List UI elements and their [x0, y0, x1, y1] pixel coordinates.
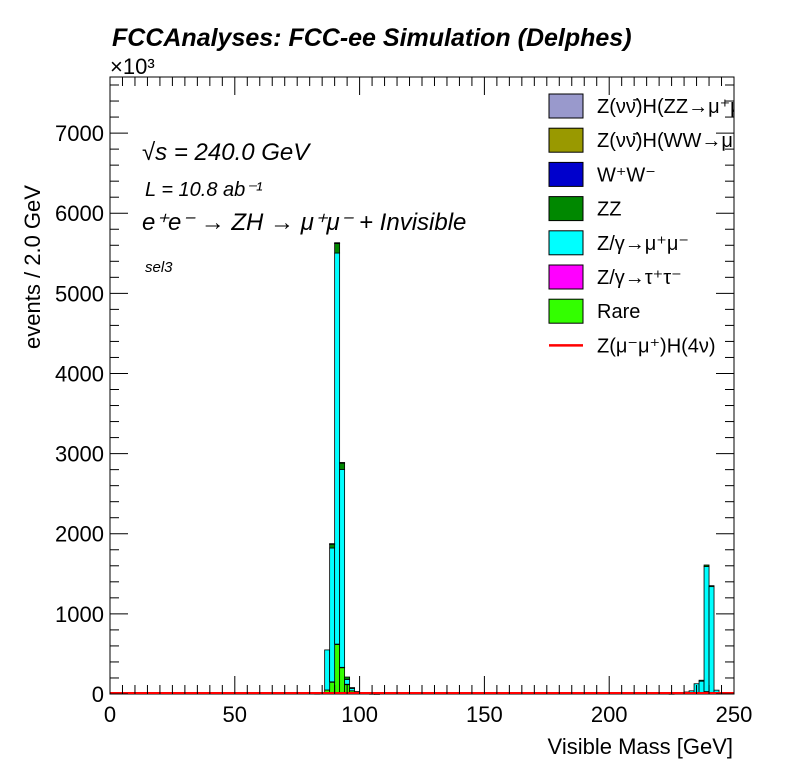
y-tick-label: 0 — [92, 682, 104, 707]
bar-0-2 — [334, 643, 341, 695]
legend-label: Z(νν̄)H(ZZ→μ⁺μ⁻νν̄) — [597, 96, 779, 118]
legend-label: Z(νν̄)H(WW→μ⁺νμ⁻ν̄) — [597, 130, 792, 152]
legend-swatch — [548, 298, 584, 324]
annotation-process: e⁺e⁻ → ZH → μ⁺μ⁻ + Invisible — [142, 209, 466, 236]
legend-swatch — [548, 127, 584, 153]
x-tick-label: 150 — [466, 702, 503, 727]
bar-2-21 — [708, 586, 715, 693]
histogram-stack — [314, 242, 720, 695]
bar-3-2 — [339, 462, 346, 470]
legend-label: ZZ — [597, 199, 621, 221]
bar-3-6 — [703, 564, 710, 567]
y-multiplier: ×10³ — [110, 54, 155, 79]
y-tick-label: 6000 — [55, 201, 104, 226]
y-tick-label: 7000 — [55, 121, 104, 146]
y-axis-ticks: 0 1000 2000 3000 4000 5000 6000 7000 — [55, 84, 734, 707]
x-tick-label: 0 — [104, 702, 116, 727]
annotation-lumi: L = 10.8 ab⁻¹ — [145, 179, 263, 201]
chart-title: FCCAnalyses: FCC-ee Simulation (Delphes) — [112, 24, 632, 52]
x-axis-ticks: 0 50 100 150 200 250 — [104, 77, 752, 727]
x-tick-label: 250 — [716, 702, 753, 727]
bar-3-7 — [708, 585, 715, 588]
legend-swatch — [548, 264, 584, 290]
bar-2-3 — [329, 547, 336, 683]
legend-swatch — [548, 93, 584, 119]
bar-3-5 — [698, 679, 705, 682]
bar-6-2 — [339, 462, 346, 464]
legend-label: Rare — [597, 301, 640, 323]
bar-2-6 — [344, 679, 351, 685]
legend-label: Z(μ⁻μ⁺)H(4ν) — [597, 335, 716, 357]
bar-3-4 — [349, 687, 356, 689]
x-tick-label: 100 — [341, 702, 378, 727]
legend-label: W⁺W⁻ — [597, 164, 656, 186]
legend-swatch — [548, 161, 584, 187]
bar-2-2 — [324, 649, 331, 691]
x-tick-label: 200 — [591, 702, 628, 727]
legend-swatch — [548, 230, 584, 256]
y-tick-label: 3000 — [55, 442, 104, 467]
bar-2-20 — [703, 566, 710, 692]
bar-2-4 — [334, 252, 341, 645]
bar-3-1 — [334, 243, 341, 254]
y-tick-label: 4000 — [55, 361, 104, 386]
annotation-selection: sel3 — [145, 259, 173, 276]
y-tick-label: 5000 — [55, 281, 104, 306]
y-tick-label: 2000 — [55, 522, 104, 547]
bar-2-5 — [339, 468, 346, 668]
y-axis-label: events / 2.0 GeV — [20, 185, 45, 349]
legend-label: Z/γ→τ⁺τ⁻ — [597, 267, 682, 289]
bar-2-19 — [698, 680, 705, 693]
bar-6-1 — [334, 242, 341, 244]
legend-swatch — [548, 196, 584, 222]
bar-3-3 — [344, 676, 351, 680]
x-tick-label: 50 — [223, 702, 247, 727]
annotation-sqrts: √s = 240.0 GeV — [142, 139, 311, 166]
legend: Z(νν̄)H(ZZ→μ⁺μ⁻νν̄) Z(νν̄)H(WW→μ⁺νμ⁻ν̄) W⁺… — [548, 93, 792, 357]
y-tick-label: 1000 — [55, 602, 104, 627]
x-axis-label: Visible Mass [GeV] — [548, 734, 733, 759]
legend-label: Z/γ→μ⁺μ⁻ — [597, 233, 689, 255]
legend-entries: Z(νν̄)H(ZZ→μ⁺μ⁻νν̄) Z(νν̄)H(WW→μ⁺νμ⁻ν̄) W⁺… — [548, 93, 792, 357]
bar-0-3 — [339, 667, 346, 695]
bar-6-0 — [329, 543, 336, 545]
